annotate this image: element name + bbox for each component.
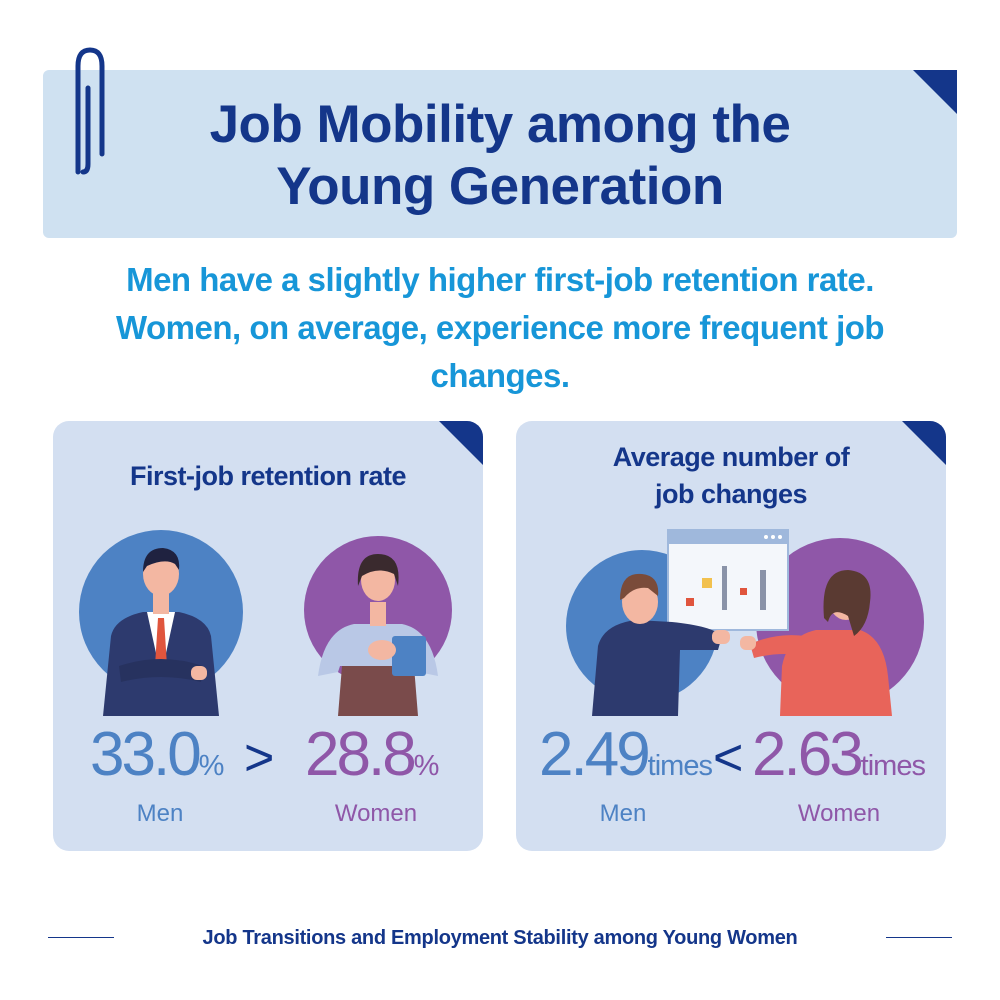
retention-card-title: First-job retention rate bbox=[129, 461, 407, 491]
man-illustration bbox=[79, 530, 243, 716]
retention-women-label: Women bbox=[334, 800, 418, 827]
job-changes-women-unit: times bbox=[860, 750, 926, 782]
footer-divider-right bbox=[886, 937, 952, 938]
banner-corner-fold bbox=[913, 70, 957, 114]
subtitle-line-1: Men have a slightly higher first-job ret… bbox=[126, 261, 874, 298]
chart-board-illustration bbox=[566, 529, 924, 716]
job-changes-men-number: 2.49 bbox=[539, 720, 651, 789]
footer-divider-left bbox=[48, 937, 114, 938]
job-changes-men-label: Men bbox=[599, 800, 647, 827]
job-changes-men-value: 2.49times bbox=[539, 724, 713, 794]
subtitle-line-3: changes. bbox=[430, 357, 570, 394]
retention-women-unit: % bbox=[413, 750, 440, 782]
job-changes-card: Average number of job changes Men Women bbox=[516, 421, 946, 851]
woman-illustration bbox=[304, 536, 452, 716]
retention-men-label: Men bbox=[136, 800, 184, 827]
job-changes-women-label: Women bbox=[797, 800, 881, 827]
retention-men-value: 33.0% bbox=[90, 724, 225, 794]
paperclip-icon bbox=[75, 47, 105, 175]
page-title: Job Mobility among the Young Generation bbox=[43, 94, 957, 218]
job-changes-card-title: Average number of job changes bbox=[516, 439, 946, 513]
retention-men-unit: % bbox=[198, 750, 225, 782]
footer-caption: Job Transitions and Employment Stability… bbox=[202, 927, 798, 949]
job-changes-men-unit: times bbox=[647, 750, 713, 782]
card-corner-fold bbox=[902, 421, 946, 465]
retention-card: First-job retention rate Men Women bbox=[53, 421, 483, 851]
title-banner bbox=[43, 70, 957, 238]
retention-comparator: > bbox=[244, 729, 275, 787]
title-line-2: Young Generation bbox=[276, 157, 724, 216]
retention-men-number: 33.0 bbox=[90, 720, 202, 789]
job-changes-women-value: 2.63times bbox=[752, 724, 926, 794]
subtitle: Men have a slightly higher first-job ret… bbox=[60, 256, 940, 400]
subtitle-line-2: Women, on average, experience more frequ… bbox=[115, 309, 885, 346]
card-corner-fold bbox=[439, 421, 483, 465]
job-changes-women-number: 2.63 bbox=[752, 720, 864, 789]
job-changes-title-line-1: Average number of bbox=[612, 442, 850, 472]
retention-women-number: 28.8 bbox=[305, 720, 417, 789]
job-changes-title-line-2: job changes bbox=[654, 479, 808, 509]
job-changes-comparator: < bbox=[713, 729, 744, 787]
title-line-1: Job Mobility among the bbox=[209, 95, 791, 154]
retention-women-value: 28.8% bbox=[305, 724, 440, 794]
